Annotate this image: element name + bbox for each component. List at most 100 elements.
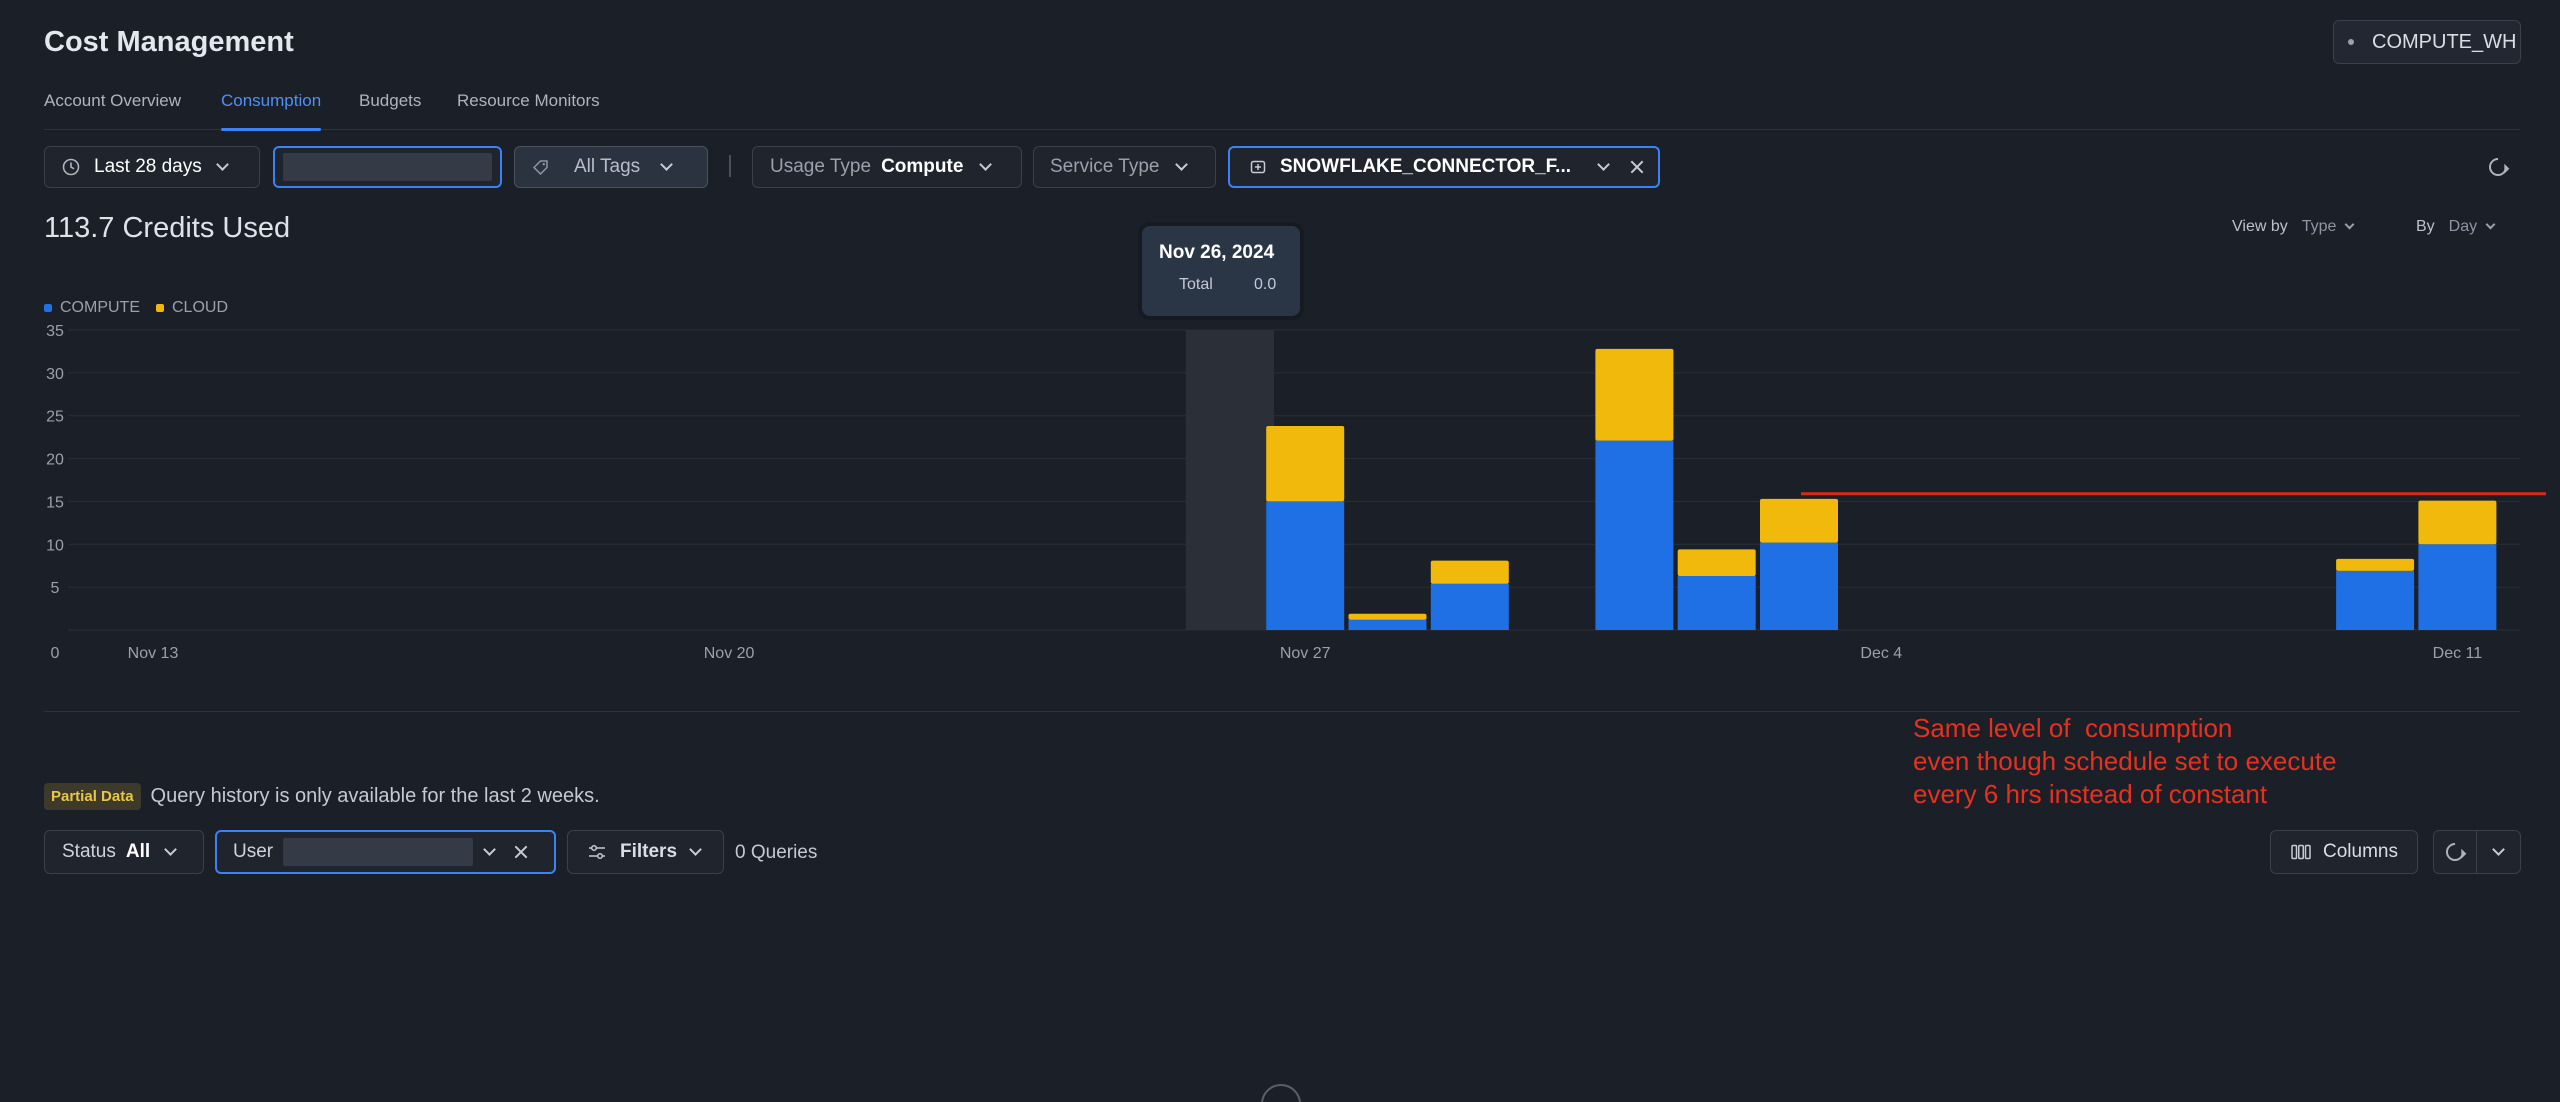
chevron-down-icon (689, 843, 702, 856)
tab-resource-monitors[interactable]: Resource Monitors (457, 91, 600, 110)
view-by-value: Type (2301, 218, 2337, 235)
x-tick-label: Nov 13 (128, 645, 179, 662)
chevron-down-icon[interactable] (483, 843, 496, 856)
usage-type-value: Compute (881, 156, 964, 177)
status-dot-icon (2348, 39, 2354, 45)
group-by-label: By (2416, 218, 2435, 235)
section-divider (44, 711, 2520, 712)
hover-highlight (1185, 330, 1275, 630)
tab-budgets[interactable]: Budgets (359, 91, 422, 110)
partial-data-notice: Partial Data Query history is only avail… (44, 783, 600, 810)
bar-cloud[interactable] (1760, 498, 1838, 543)
refresh-options-button[interactable] (2477, 831, 2520, 873)
bar-cloud[interactable] (2418, 500, 2497, 545)
bar-compute[interactable] (1266, 501, 1345, 630)
tab-account-overview[interactable]: Account Overview (44, 91, 181, 110)
bar-compute[interactable] (2336, 570, 2415, 630)
sliders-icon (589, 844, 605, 860)
x-tick-label: Nov 20 (704, 645, 755, 662)
bar-compute[interactable] (1677, 576, 1756, 630)
columns-label: Columns (2323, 841, 2398, 862)
filter-separator (729, 155, 731, 177)
bar-compute[interactable] (1595, 440, 1674, 630)
resource-label: SNOWFLAKE_CONNECTOR_F... (1280, 156, 1572, 177)
user-select[interactable]: User (215, 830, 556, 874)
filters-button[interactable]: Filters (567, 830, 724, 874)
y-tick-label: 15 (46, 494, 64, 511)
cloud-swatch (156, 304, 164, 312)
connector-icon (1250, 160, 1266, 174)
legend-item-compute[interactable]: COMPUTE (44, 299, 140, 317)
x-tick-label: Dec 4 (1860, 645, 1902, 662)
legend-item-cloud[interactable]: CLOUD (156, 299, 228, 317)
warehouse-label: COMPUTE_WH (2372, 30, 2517, 53)
service-type-select[interactable]: Service Type (1033, 146, 1216, 188)
group-by-select[interactable]: By Day (2416, 218, 2496, 236)
bar-compute[interactable] (1348, 619, 1427, 630)
usage-type-label: Usage Type (770, 156, 872, 177)
refresh-split-button (2433, 830, 2521, 874)
annotation-line: even though schedule set to execute (1913, 746, 2337, 776)
annotation-text: Same level of consumption even though sc… (1913, 712, 2337, 811)
tags-select[interactable]: All Tags (514, 146, 708, 188)
partial-data-badge: Partial Data (44, 783, 141, 810)
bar-compute[interactable] (1760, 542, 1838, 630)
usage-type-select[interactable]: Usage Type Compute (752, 146, 1022, 188)
y-tick-label: 10 (46, 537, 64, 554)
tags-label: All Tags (574, 156, 641, 177)
chevron-down-icon (2492, 843, 2505, 856)
tab-consumption[interactable]: Consumption (221, 90, 322, 131)
search-input-value (283, 153, 492, 181)
clear-icon[interactable] (514, 845, 528, 859)
consumption-chart: 0 5 10 15 20 25 30 35 Nov 13 Nov 20 Nov 27 Dec 4 Dec… (46, 323, 2546, 662)
status-select[interactable]: Status All (44, 830, 204, 874)
legend-label-cloud: CLOUD (172, 299, 229, 316)
date-range-select[interactable]: Last 28 days (44, 146, 260, 188)
loading-spinner-icon (1261, 1084, 1301, 1102)
refresh-icon (2442, 839, 2468, 865)
refresh-queries-button[interactable] (2434, 831, 2478, 873)
service-type-label: Service Type (1050, 156, 1160, 177)
chart-legend: COMPUTE CLOUD (44, 299, 244, 317)
tab-bar: Account Overview Consumption Budgets Res… (44, 90, 2520, 131)
bar-cloud[interactable] (1430, 560, 1509, 584)
columns-button[interactable]: Columns (2270, 830, 2418, 874)
legend-label-compute: COMPUTE (60, 299, 140, 316)
y-tick-label: 0 (51, 645, 60, 662)
tooltip-label: Total (1179, 276, 1213, 293)
y-tick-label: 20 (46, 452, 64, 469)
chart-tooltip: Nov 26, 2024 Total 0.0 (1142, 226, 1300, 316)
tooltip-value: 0.0 (1254, 276, 1277, 293)
filters-label: Filters (620, 841, 678, 862)
annotation-line: every 6 hrs instead of constant (1913, 779, 2268, 809)
page-title: Cost Management (44, 26, 294, 58)
y-tick-label: 30 (46, 366, 64, 383)
resource-select[interactable]: SNOWFLAKE_CONNECTOR_F... (1228, 146, 1660, 188)
clock-icon (62, 158, 80, 176)
status-value: All (125, 841, 151, 862)
annotation-line: Same level of consumption (1913, 713, 2233, 743)
queries-count: 0 Queries (735, 842, 818, 863)
bar-compute[interactable] (1430, 583, 1509, 630)
bar-cloud[interactable] (1677, 549, 1756, 576)
bar-cloud[interactable] (2336, 558, 2415, 571)
bar-cloud[interactable] (1266, 426, 1345, 502)
view-by-label: View by (2232, 218, 2288, 235)
tag-icon (532, 160, 548, 176)
tooltip-date: Nov 26, 2024 (1159, 242, 1275, 263)
group-by-value: Day (2448, 218, 2478, 235)
bar-compute[interactable] (2418, 544, 2497, 630)
partial-data-message: Query history is only available for the … (150, 785, 600, 807)
warehouse-button[interactable]: COMPUTE_WH (2333, 20, 2521, 64)
date-range-label: Last 28 days (94, 156, 202, 177)
chevron-down-icon (164, 843, 178, 856)
credits-used: 113.7 Credits Used (44, 212, 291, 244)
search-input[interactable] (273, 146, 502, 188)
user-label: User (233, 841, 274, 862)
y-tick-label: 25 (46, 409, 64, 426)
bar-cloud[interactable] (1595, 348, 1674, 441)
x-tick-label: Nov 27 (1280, 645, 1331, 662)
view-by-select[interactable]: View by Type (2232, 218, 2355, 236)
status-label: Status (62, 841, 116, 862)
bar-cloud[interactable] (1348, 613, 1427, 620)
